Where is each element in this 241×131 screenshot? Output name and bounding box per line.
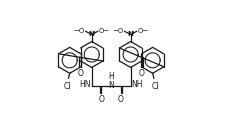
Text: +: + [130,30,134,35]
Text: NH: NH [131,80,143,89]
Text: Cl: Cl [151,82,159,91]
Text: O: O [139,69,145,78]
Text: O−: O− [99,28,110,34]
Text: Cl: Cl [64,82,71,91]
Text: HN: HN [80,80,91,89]
Text: O−: O− [137,28,149,34]
Text: −O: −O [74,28,85,34]
Text: +: + [91,30,96,35]
Text: −O: −O [113,28,124,34]
Text: O: O [99,95,104,104]
Text: N: N [128,31,134,37]
Text: H: H [108,72,114,81]
Text: O: O [78,69,84,78]
Text: N: N [108,81,114,90]
Text: O: O [118,95,124,104]
Text: N: N [89,31,95,37]
